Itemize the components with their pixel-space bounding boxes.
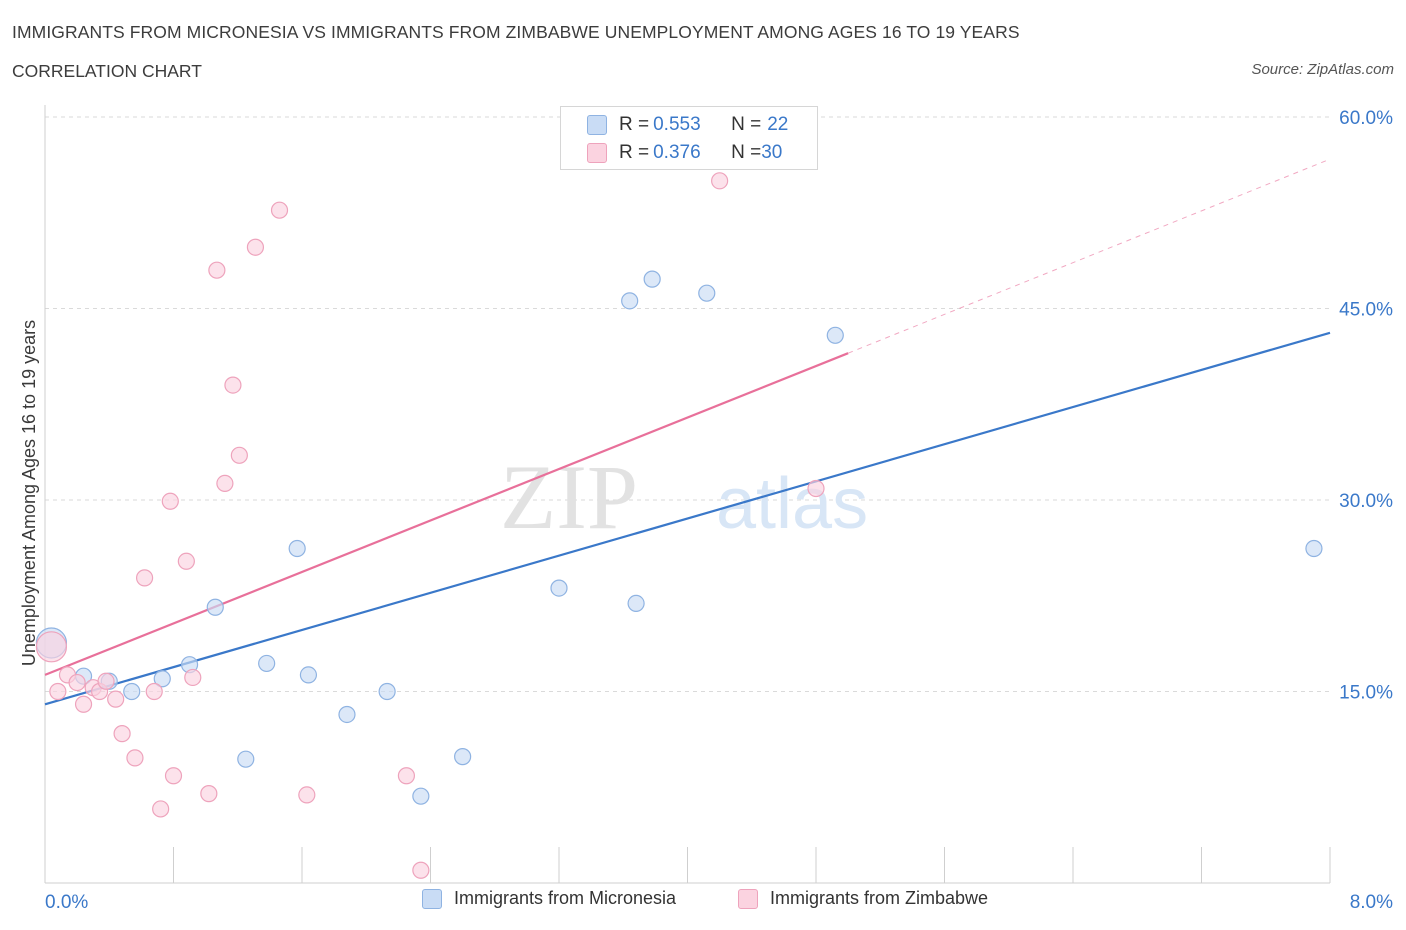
chart-subtitle: CORRELATION CHART — [12, 61, 202, 81]
source-credit: Source: ZipAtlas.com — [1251, 61, 1394, 78]
r-label: R = — [619, 142, 650, 163]
micronesia-trend-line — [44, 331, 1331, 706]
micronesia-point — [621, 292, 639, 310]
x-tick-label: 8.0% — [1350, 892, 1393, 913]
micronesia-point — [1305, 539, 1323, 558]
micronesia-point — [153, 670, 171, 688]
x-tick-label: 0.0% — [45, 892, 88, 913]
zimbabwe-point — [35, 631, 68, 663]
micronesia-point — [258, 654, 276, 673]
zimbabwe-point — [68, 673, 86, 692]
zimbabwe-point — [107, 690, 125, 708]
zimbabwe-point — [298, 786, 316, 804]
zimbabwe-point — [161, 492, 179, 510]
zimbabwe-point — [230, 446, 248, 464]
zimbabwe-point — [200, 785, 218, 803]
zimbabwe-point — [397, 767, 416, 785]
micronesia-point — [643, 270, 661, 288]
zimbabwe-point — [807, 479, 825, 498]
micronesia-point — [206, 598, 224, 616]
zimbabwe-trend-extension — [847, 158, 1331, 354]
n-value: 30 — [761, 142, 783, 163]
zimbabwe-point — [97, 672, 115, 690]
micronesia-point — [299, 666, 318, 684]
zimbabwe-point — [184, 668, 202, 687]
micronesia-point — [378, 682, 396, 701]
zimbabwe-point — [145, 682, 163, 701]
zimbabwe-point — [224, 376, 242, 394]
zimbabwe-point — [208, 261, 226, 279]
micronesia-point — [550, 579, 568, 597]
zimbabwe-point — [126, 749, 144, 767]
zimbabwe-point — [152, 800, 170, 818]
legend-label: Immigrants from Zimbabwe — [770, 888, 989, 908]
micronesia-point — [123, 682, 141, 701]
zimbabwe-swatch — [587, 143, 607, 163]
trend-lines — [44, 158, 1331, 706]
r-value: 0.376 — [653, 142, 701, 163]
n-label: N = — [731, 142, 762, 163]
y-tick-label: 60.0% — [1339, 108, 1393, 129]
r-value: 0.553 — [653, 114, 701, 135]
stats-legend: R = 0.553 N = 22 R = 0.376 N = 30 — [560, 106, 818, 170]
data-points — [35, 172, 1323, 879]
zimbabwe-trend-line — [44, 352, 849, 676]
micronesia-swatch — [422, 888, 442, 909]
grid-lines — [45, 116, 1330, 692]
zimbabwe-point — [412, 861, 430, 879]
zimbabwe-point — [246, 238, 265, 256]
micronesia-point — [826, 326, 844, 344]
micronesia-point — [698, 284, 716, 302]
zimbabwe-point — [711, 172, 729, 190]
micronesia-point — [412, 787, 430, 805]
micronesia-point — [338, 705, 356, 724]
zimbabwe-point — [164, 767, 183, 785]
watermark: ZIP atlas — [500, 446, 868, 548]
zimbabwe-point — [270, 201, 289, 219]
y-tick-label: 30.0% — [1339, 491, 1393, 512]
legend-item-micronesia: Immigrants from Micronesia — [422, 888, 676, 909]
y-tick-label: 45.0% — [1339, 300, 1393, 321]
stats-row-micronesia: R = 0.553 N = 22 — [587, 112, 788, 138]
zimbabwe-point — [113, 725, 131, 743]
n-value: 22 — [767, 114, 789, 135]
zimbabwe-point — [49, 682, 67, 701]
zimbabwe-point — [177, 552, 195, 570]
tick-labels: 15.0% 30.0% 45.0% 60.0% 0.0% 8.0% — [45, 108, 1393, 913]
r-label: R = — [619, 114, 650, 135]
watermark-zip: ZIP — [500, 446, 638, 548]
zimbabwe-swatch — [738, 888, 758, 909]
y-tick-label: 15.0% — [1339, 683, 1393, 704]
zimbabwe-point — [216, 474, 234, 493]
zimbabwe-point — [74, 695, 93, 713]
y-axis-label: Unemployment Among Ages 16 to 19 years — [19, 320, 39, 666]
n-label: N = — [731, 114, 762, 135]
series-legend: Immigrants from Micronesia Immigrants fr… — [0, 888, 1406, 916]
micronesia-point — [237, 750, 255, 768]
stats-row-zimbabwe: R = 0.376 N = 30 — [587, 140, 782, 166]
micronesia-swatch — [587, 115, 607, 135]
legend-item-zimbabwe: Immigrants from Zimbabwe — [738, 888, 988, 909]
micronesia-point — [627, 594, 645, 613]
micronesia-point — [454, 748, 472, 766]
zimbabwe-point — [135, 569, 154, 587]
micronesia-point — [288, 539, 306, 558]
chart-title: IMMIGRANTS FROM MICRONESIA VS IMMIGRANTS… — [12, 22, 1020, 42]
axes — [44, 105, 1331, 884]
legend-label: Immigrants from Micronesia — [454, 888, 677, 908]
